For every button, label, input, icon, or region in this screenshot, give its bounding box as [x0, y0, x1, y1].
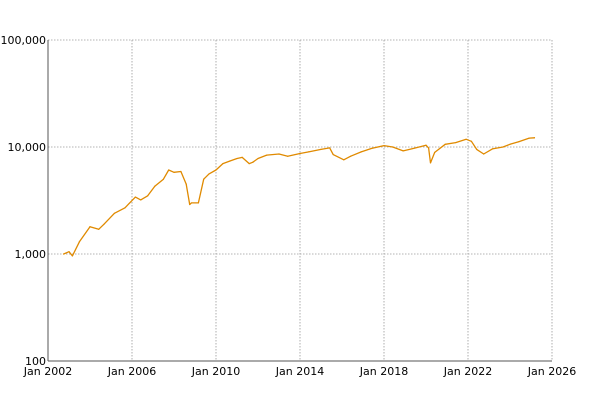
- data-point: [287, 155, 289, 157]
- data-point: [68, 251, 70, 253]
- data-point: [425, 144, 427, 146]
- data-point: [103, 223, 105, 225]
- data-point: [162, 178, 164, 180]
- data-point: [180, 170, 182, 173]
- y-tick-label: 1,000: [15, 248, 47, 261]
- x-tick-label: Jan 2014: [275, 365, 324, 378]
- data-point: [185, 183, 187, 185]
- data-point: [434, 151, 436, 154]
- data-point: [528, 137, 530, 139]
- data-point: [140, 199, 142, 201]
- data-point: [266, 154, 268, 156]
- data-point: [71, 255, 73, 257]
- x-tick-label: Jan 2018: [359, 365, 408, 378]
- series-layer: [63, 137, 536, 257]
- data-point: [197, 202, 200, 204]
- data-point: [63, 253, 65, 255]
- data-point: [124, 207, 126, 209]
- data-point: [371, 147, 373, 150]
- data-point: [308, 151, 310, 153]
- data-point: [427, 147, 430, 149]
- data-point: [332, 153, 334, 156]
- data-point: [533, 137, 536, 139]
- data-point: [89, 226, 91, 228]
- data-point: [190, 202, 193, 204]
- data-point: [173, 171, 175, 173]
- data-point: [360, 151, 362, 153]
- x-tick-label: Jan 2022: [443, 365, 492, 378]
- data-point: [257, 157, 259, 160]
- data-point: [470, 140, 472, 142]
- data-point: [509, 143, 511, 145]
- data-point: [252, 161, 254, 163]
- data-point: [413, 147, 415, 150]
- x-tick-label: Jan 2026: [527, 365, 576, 378]
- series-line-0: [63, 137, 536, 257]
- x-tick-label: Jan 2006: [107, 365, 156, 378]
- data-point: [147, 195, 149, 197]
- data-point: [229, 160, 231, 162]
- data-point: [203, 178, 205, 180]
- data-point: [113, 212, 116, 214]
- y-tick-label: 100,000: [1, 34, 47, 47]
- data-point: [78, 241, 80, 243]
- data-point: [476, 148, 478, 150]
- data-point: [465, 138, 467, 140]
- data-point: [502, 146, 504, 148]
- y-tick-label: 10,000: [8, 141, 47, 154]
- data-point: [278, 153, 280, 155]
- tick-labels: 100 1,000 10,000 100,000 Jan 2002 Jan 2006 Jan…: [1, 34, 577, 378]
- data-point: [154, 185, 156, 187]
- x-tick-label: Jan 2002: [23, 365, 72, 378]
- y-tick-label: 100: [25, 355, 46, 368]
- data-point: [329, 147, 331, 149]
- data-point: [518, 141, 520, 143]
- data-point: [444, 143, 446, 145]
- data-point: [215, 169, 217, 171]
- data-point: [383, 145, 385, 147]
- x-tick-label: Jan 2010: [191, 365, 240, 378]
- data-point: [429, 162, 432, 164]
- data-point: [236, 157, 238, 160]
- data-point: [248, 162, 250, 165]
- data-point: [222, 162, 224, 165]
- data-point: [350, 155, 352, 157]
- data-point: [491, 148, 493, 150]
- data-point: [392, 146, 394, 148]
- data-point: [343, 159, 345, 161]
- data-point: [320, 148, 322, 150]
- data-point: [189, 203, 191, 206]
- grid: [47, 39, 553, 362]
- data-point: [134, 196, 136, 198]
- data-point: [455, 141, 457, 144]
- data-point: [402, 150, 404, 152]
- data-point: [241, 156, 243, 158]
- data-point: [299, 152, 301, 155]
- axes: [47, 40, 552, 362]
- data-point: [483, 153, 485, 155]
- data-point: [208, 173, 210, 175]
- data-point: [168, 169, 170, 171]
- data-point: [98, 228, 100, 230]
